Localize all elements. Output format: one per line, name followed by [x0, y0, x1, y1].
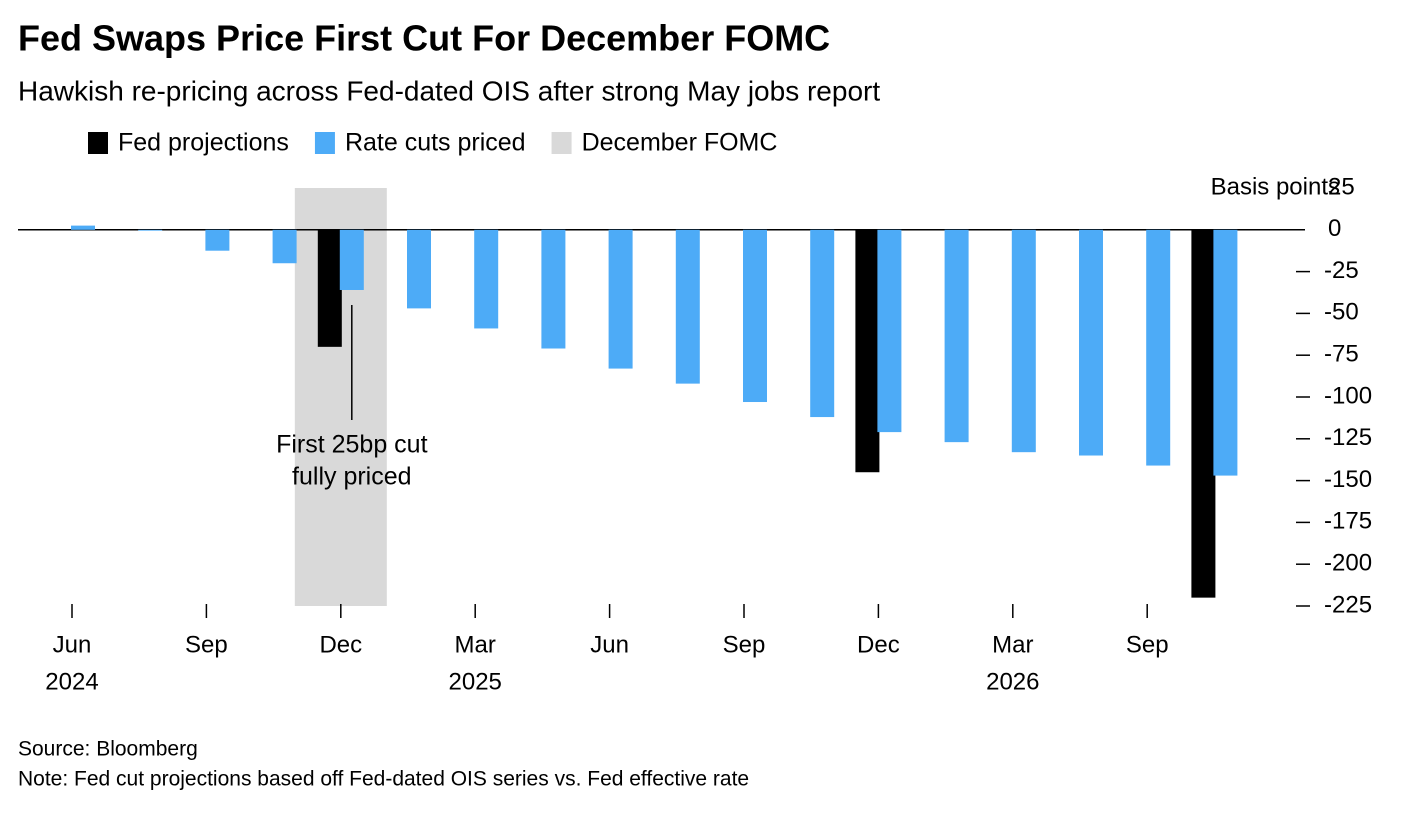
source: Source: Bloomberg [18, 738, 198, 761]
bar [138, 229, 163, 231]
legend-label: Fed projections [118, 129, 289, 157]
x-tick-label: Mar [455, 631, 496, 658]
bar [1213, 229, 1238, 476]
bar [272, 229, 297, 264]
note: Note: Fed cut projections based off Fed-… [18, 768, 749, 791]
y-axis-label: Basis points [1211, 173, 1340, 200]
x-tick-label: Sep [1126, 631, 1169, 658]
bar [205, 229, 230, 251]
bar [71, 225, 95, 230]
annotation-text: fully priced [292, 463, 412, 491]
bar [541, 229, 566, 349]
y-tick-label: -100 [1324, 382, 1372, 409]
bar [474, 229, 499, 329]
x-tick-label: Dec [319, 631, 362, 658]
x-tick-label: Sep [723, 631, 766, 658]
bar [1146, 229, 1171, 466]
x-tick-label: Dec [857, 631, 900, 658]
bar [810, 229, 835, 418]
annotation-text: First 25bp cut [276, 431, 428, 459]
bar [608, 229, 633, 369]
legend-swatch [551, 132, 572, 154]
bar [317, 229, 342, 347]
y-tick-label: 0 [1328, 215, 1341, 242]
bar [1011, 229, 1036, 453]
x-tick-year: 2024 [45, 668, 98, 695]
x-tick-label: Sep [185, 631, 228, 658]
x-tick-label: Jun [53, 631, 92, 658]
y-tick-label: -200 [1324, 550, 1372, 577]
legend-label: December FOMC [582, 129, 778, 157]
bar [1191, 229, 1216, 598]
bar [407, 229, 431, 309]
y-tick-label: -75 [1324, 341, 1359, 368]
legend-label: Rate cuts priced [345, 129, 526, 157]
y-tick-label: -175 [1324, 508, 1372, 535]
bar [675, 229, 700, 384]
x-tick-label: Mar [992, 631, 1033, 658]
y-tick-label: -125 [1324, 424, 1372, 451]
x-tick-label: Jun [590, 631, 629, 658]
y-tick-label: -25 [1324, 257, 1359, 284]
x-tick-year: 2025 [449, 668, 502, 695]
bar [944, 229, 969, 443]
y-tick-label: -150 [1324, 466, 1372, 493]
bar [855, 229, 880, 473]
y-tick-label: -225 [1324, 591, 1372, 618]
bar [743, 229, 767, 403]
chart-subtitle: Hawkish re-pricing across Fed-dated OIS … [18, 75, 880, 106]
chart-title: Fed Swaps Price First Cut For December F… [18, 18, 830, 59]
legend-swatch [314, 132, 335, 154]
bar [1079, 229, 1103, 456]
y-tick-label: 25 [1328, 173, 1355, 200]
legend-swatch [88, 132, 108, 154]
x-tick-year: 2026 [986, 668, 1039, 695]
bar [877, 229, 902, 433]
y-tick-label: -50 [1324, 299, 1359, 326]
bar [339, 229, 364, 290]
